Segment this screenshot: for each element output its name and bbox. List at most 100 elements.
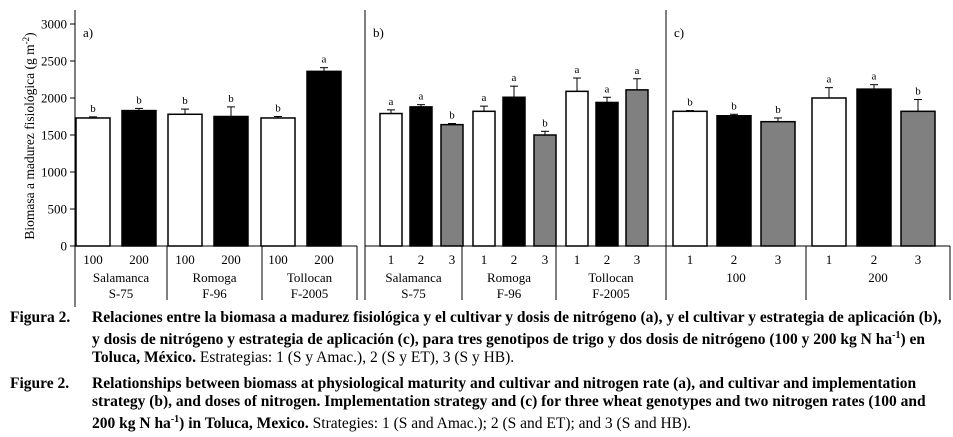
bar <box>213 115 249 247</box>
significance-letter: a <box>575 64 580 76</box>
significance-letter: b <box>915 85 921 97</box>
panel-label: a) <box>83 25 93 40</box>
bar <box>900 110 936 247</box>
bar <box>121 109 157 247</box>
caption-en-bold-end: ) in Toluca, Mexico. <box>179 415 309 433</box>
significance-letter: b <box>90 103 96 115</box>
group-label-line1: 100 <box>726 270 746 285</box>
bar <box>811 97 847 247</box>
group-label-line2: F-2005 <box>592 286 630 301</box>
bar <box>565 90 589 247</box>
labels-layer: 0 500 1000 1500 2000 2500 3000 a) b 100 b 200 b 100 b 2… <box>41 17 921 302</box>
group-label-line2: F-2005 <box>291 286 329 301</box>
x-tick-label: 2 <box>418 252 425 267</box>
y-tick-label: 1500 <box>41 128 67 143</box>
significance-letter: b <box>275 103 281 115</box>
bar <box>856 88 892 247</box>
x-tick-label: 3 <box>449 252 456 267</box>
group-label-line2: F-96 <box>497 286 522 301</box>
x-tick-label: 3 <box>542 252 549 267</box>
group-label-line1: Tollocan <box>287 270 333 285</box>
significance-letter: a <box>872 71 877 83</box>
significance-letter: a <box>419 91 424 103</box>
y-axis-label: Biomasa a madurez fisiológica (g m-2) <box>21 32 37 239</box>
x-tick-label: 1 <box>388 252 395 267</box>
bar <box>472 110 496 247</box>
bar <box>440 123 464 247</box>
significance-letter: b <box>687 97 693 109</box>
y-tick-label: 3000 <box>41 17 67 32</box>
x-tick-label: 2 <box>604 252 611 267</box>
x-tick-label: 3 <box>775 252 782 267</box>
significance-letter: a <box>635 65 640 77</box>
y-tick-label: 0 <box>61 239 68 254</box>
significance-letter: b <box>136 94 142 106</box>
group-label-line2: S-75 <box>109 286 134 301</box>
caption-en-bold: Relationships between biomass at physiol… <box>92 375 926 433</box>
bar <box>379 112 403 247</box>
significance-letter: a <box>482 92 487 104</box>
caption-en-sup: -1 <box>170 414 180 425</box>
x-tick-label: 200 <box>129 252 149 267</box>
x-tick-label: 3 <box>915 252 922 267</box>
x-tick-label: 3 <box>634 252 641 267</box>
x-tick-label: 2 <box>511 252 518 267</box>
significance-letter: b <box>182 95 188 107</box>
bar <box>595 101 619 247</box>
significance-letter: a <box>827 74 832 86</box>
significance-letter: b <box>731 100 737 112</box>
x-tick-label: 100 <box>268 252 288 267</box>
x-tick-label: 200 <box>221 252 241 267</box>
x-tick-label: 100 <box>175 252 195 267</box>
bar <box>760 120 796 247</box>
caption-english: Figure 2. Relationships between biomass … <box>10 375 953 437</box>
y-tick-label: 2000 <box>41 91 67 106</box>
significance-letter: a <box>322 54 327 66</box>
biomass-figure: 0 500 1000 1500 2000 2500 3000 a) b 100 b 200 b 100 b 2… <box>21 10 951 307</box>
x-tick-label: 2 <box>731 252 738 267</box>
significance-letter: b <box>775 104 781 116</box>
bar <box>260 117 296 247</box>
significance-letter: a <box>512 72 517 84</box>
group-label-line1: Salamanca <box>93 270 150 285</box>
group-label-line1: Tollocan <box>588 270 634 285</box>
group-label-line1: Romoga <box>192 270 236 285</box>
caption-spanish: Figura 2. Relaciones entre la biomasa a … <box>10 309 953 373</box>
significance-letter: a <box>389 96 394 108</box>
caption-es-body: Relaciones entre la biomasa a madurez fi… <box>92 309 947 367</box>
y-tick-label: 500 <box>48 202 68 217</box>
x-tick-label: 1 <box>574 252 581 267</box>
group-label-line2: F-96 <box>202 286 227 301</box>
caption-es-rest: Estrategias: 1 (S y Amac.), 2 (S y ET), … <box>196 349 515 367</box>
bar <box>306 70 342 247</box>
caption-en-rest: Strategies: 1 (S and Amac.); 2 (S and ET… <box>308 415 692 433</box>
y-tick-label: 1000 <box>41 165 67 180</box>
significance-letter: b <box>449 110 455 122</box>
caption-es-lead: Figura 2. <box>10 309 71 326</box>
bar <box>672 110 708 247</box>
bar <box>167 113 203 247</box>
x-tick-label: 1 <box>687 252 694 267</box>
panel-label: b) <box>373 25 384 40</box>
y-tick-label: 2500 <box>41 54 67 69</box>
panel-label: c) <box>674 25 684 40</box>
bar <box>409 106 433 247</box>
group-label-line1: Romoga <box>487 270 531 285</box>
group-label-line1: Salamanca <box>385 270 442 285</box>
bars-layer <box>75 67 936 247</box>
group-label-line1: 200 <box>868 270 888 285</box>
significance-letter: a <box>605 83 610 95</box>
bar <box>502 96 526 247</box>
bar <box>716 115 752 247</box>
caption-en-lead: Figure 2. <box>10 375 70 392</box>
bar <box>533 134 557 247</box>
significance-letter: b <box>228 93 234 105</box>
x-tick-label: 2 <box>871 252 878 267</box>
caption-es-bold: Relaciones entre la biomasa a madurez fi… <box>92 309 942 349</box>
caption-en-body: Relationships between biomass at physiol… <box>92 375 947 433</box>
significance-letter: b <box>542 117 548 129</box>
bar <box>625 89 649 247</box>
caption-es-bold-end: ) en Toluca, México. <box>92 331 925 367</box>
group-label-line2: S-75 <box>401 286 426 301</box>
x-tick-label: 1 <box>481 252 488 267</box>
